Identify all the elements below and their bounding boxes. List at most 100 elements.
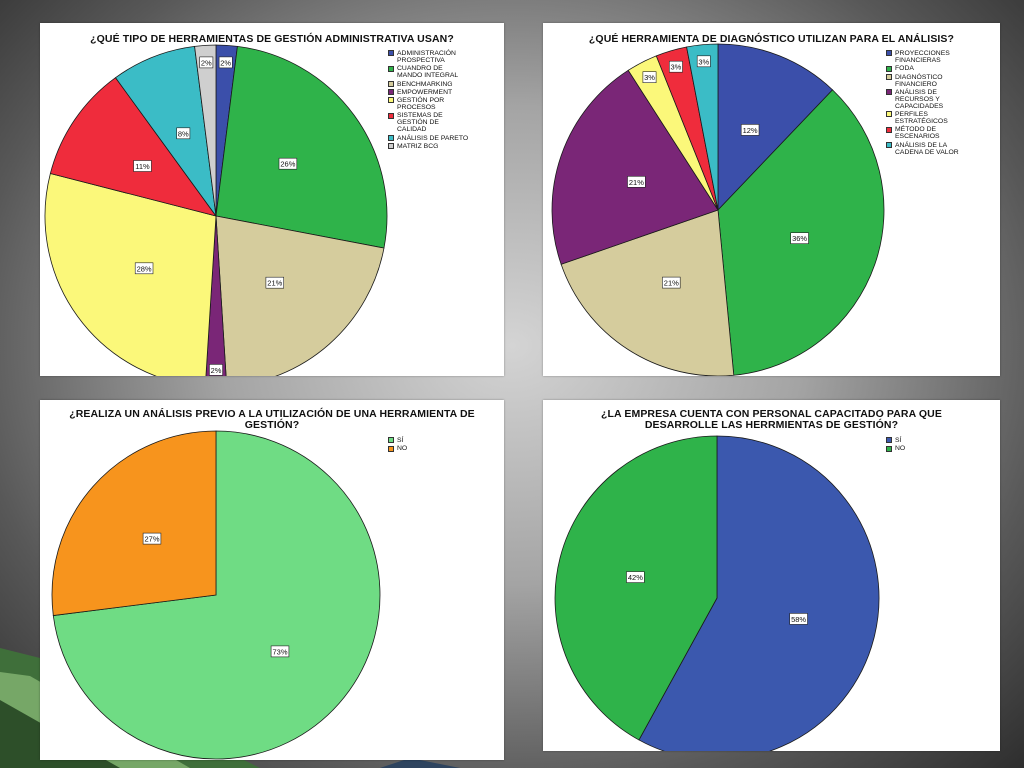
data-label-text: 3% <box>670 63 681 72</box>
legend-label: DIAGNÓSTICO FINANCIERO <box>895 73 943 88</box>
data-label-text: 21% <box>664 279 679 288</box>
data-label-box <box>199 56 214 69</box>
legend-swatch <box>388 80 394 87</box>
data-label-sistemas-de-gestion-de-calidad: 11% <box>133 160 152 172</box>
data-label-cuandro-de-mando-integral: 26% <box>278 157 298 170</box>
data-label-box <box>662 276 681 289</box>
data-label-text: 21% <box>629 178 644 187</box>
data-label-administracion-prospectiva: 2% <box>218 56 233 69</box>
data-label-metodo-de-escenarios: 3% <box>669 60 683 73</box>
pie-slice-gestion-por-procesos <box>44 172 217 376</box>
data-label-box <box>789 613 808 625</box>
legend-swatch <box>886 73 892 80</box>
data-label-proyecciones-financieras: 12% <box>740 124 760 136</box>
legend-label: MATRIZ BCG <box>397 143 439 151</box>
legend-item-matriz-bcg: MATRIZ BCG <box>388 143 469 150</box>
data-label-text: 21% <box>267 279 282 288</box>
legend-label: PROYECCIONES FINANCIERAS <box>895 50 950 64</box>
legend-item-cuandro-de-mando-integral: CUANDRO DE MANDO INTEGRAL <box>388 65 469 79</box>
pie-slice-no <box>51 430 217 616</box>
data-label-text: 26% <box>280 160 295 169</box>
data-label-box <box>790 232 809 244</box>
legend-label: MÉTODO DE ESCENARIOS <box>895 126 940 141</box>
pie-slice-proyecciones-financieras <box>717 43 834 211</box>
data-label-text: 12% <box>743 126 758 135</box>
data-label-text: 8% <box>178 129 189 138</box>
pie-slice-sistemas-de-gestion-de-calidad <box>49 77 217 217</box>
legend-label: ADMINISTRACIÓN PROSPECTIVA <box>397 50 456 64</box>
data-label-gestion-por-procesos: 28% <box>134 262 154 275</box>
pie-slice-empowerment <box>205 215 227 376</box>
chart-legend: ADMINISTRACIÓN PROSPECTIVA CUANDRO DE MAN… <box>388 50 469 151</box>
legend-item-metodo-de-escenarios: MÉTODO DE ESCENARIOS <box>886 126 967 140</box>
data-label-benchmarking: 21% <box>265 276 284 289</box>
legend-label: NO <box>397 445 408 453</box>
legend-label: BENCHMARKING <box>397 80 453 88</box>
data-label-no: 42% <box>626 571 645 583</box>
data-label-text: 27% <box>144 535 159 544</box>
data-label-box <box>209 364 223 376</box>
data-label-box <box>696 55 711 68</box>
legend-swatch <box>388 135 394 142</box>
data-label-si: 73% <box>270 645 290 658</box>
legend-item-foda: FODA <box>886 65 967 72</box>
legend-item-proyecciones-financieras: PROYECCIONES FINANCIERAS <box>886 50 967 64</box>
data-label-box <box>133 160 152 172</box>
data-label-matriz-bcg: 2% <box>199 56 214 69</box>
legend-swatch <box>886 126 892 133</box>
pie-chart: 12% 36% 21% 21% 3% 3% 3% <box>551 43 885 376</box>
chart-legend: PROYECCIONES FINANCIERAS FODA DIAGNÓSTICO … <box>886 50 967 157</box>
data-label-text: 42% <box>628 573 643 582</box>
legend-label: SISTEMAS DE GESTIÓN DE CALIDAD <box>397 112 443 134</box>
chart-panel-herramientas-gestion: ¿QUÉ TIPO DE HERRAMIENTAS DE GESTIÓN ADM… <box>40 23 504 376</box>
legend-swatch <box>886 445 892 452</box>
data-label-box <box>669 60 683 73</box>
data-label-text: 73% <box>272 647 287 656</box>
data-label-foda: 36% <box>790 232 809 244</box>
data-label-box <box>142 532 162 545</box>
legend-item-no: NO <box>388 445 407 452</box>
pie-slice-matriz-bcg <box>194 44 217 217</box>
legend-swatch <box>388 437 394 444</box>
chart-title: ¿QUÉ TIPO DE HERRAMIENTAS DE GESTIÓN ADM… <box>90 33 454 45</box>
data-label-box <box>134 262 154 275</box>
legend-swatch <box>886 437 892 444</box>
legend-swatch <box>388 89 394 96</box>
data-label-text: 2% <box>220 58 231 67</box>
legend-label: ANÁLISIS DE RECURSOS Y CAPACIDADES <box>895 88 944 110</box>
legend-item-analisis-de-la-cadena-de-valor: ANÁLISIS DE LA CADENA DE VALOR <box>886 142 967 156</box>
chart-panel-personal-capacitado: ¿LA EMPRESA CUENTA CON PERSONAL CAPACITA… <box>543 400 1000 751</box>
chart-legend: SÍ NO <box>388 437 407 454</box>
chart-legend: SÍ NO <box>886 437 905 454</box>
legend-item-perfiles-estrategicos: PERFILES ESTRATÉGICOS <box>886 111 967 125</box>
pie-chart: 73% 27% <box>51 430 381 760</box>
legend-item-diagnostico-financiero: DIAGNÓSTICO FINANCIERO <box>886 74 967 88</box>
data-label-diagnostico-financiero: 21% <box>662 276 681 289</box>
data-label-box <box>265 276 284 289</box>
legend-swatch <box>388 65 394 72</box>
pie-slice-no <box>554 435 718 741</box>
data-label-box <box>270 645 290 658</box>
data-label-text: 2% <box>211 366 222 375</box>
legend-swatch <box>886 65 892 72</box>
legend-item-gestion-por-procesos: GESTIÓN POR PROCESOS <box>388 97 469 111</box>
data-label-box <box>278 157 298 170</box>
pie-chart: 58% 42% <box>554 435 880 751</box>
legend-swatch <box>886 111 892 118</box>
data-label-text: 2% <box>201 58 212 67</box>
data-label-box <box>642 71 657 84</box>
pie-slice-analisis-de-la-cadena-de-valor <box>686 43 719 211</box>
data-label-box <box>176 127 191 140</box>
legend-swatch <box>388 97 394 104</box>
data-label-text: 3% <box>698 57 709 66</box>
data-label-box <box>218 56 233 69</box>
pie-slice-benchmarking <box>215 215 385 376</box>
legend-item-empowerment: EMPOWERMENT <box>388 89 469 96</box>
chart-panel-herramienta-diagnostico: ¿QUÉ HERRAMIENTA DE DIAGNÓSTICO UTILIZAN… <box>543 23 1000 376</box>
legend-swatch <box>886 50 892 57</box>
data-label-no: 27% <box>142 532 162 545</box>
legend-label: CUANDRO DE MANDO INTEGRAL <box>397 65 459 80</box>
legend-label: SÍ <box>397 437 404 444</box>
data-label-analisis-de-recursos-y-capacidades: 21% <box>627 176 646 188</box>
legend-item-no: NO <box>886 445 905 452</box>
